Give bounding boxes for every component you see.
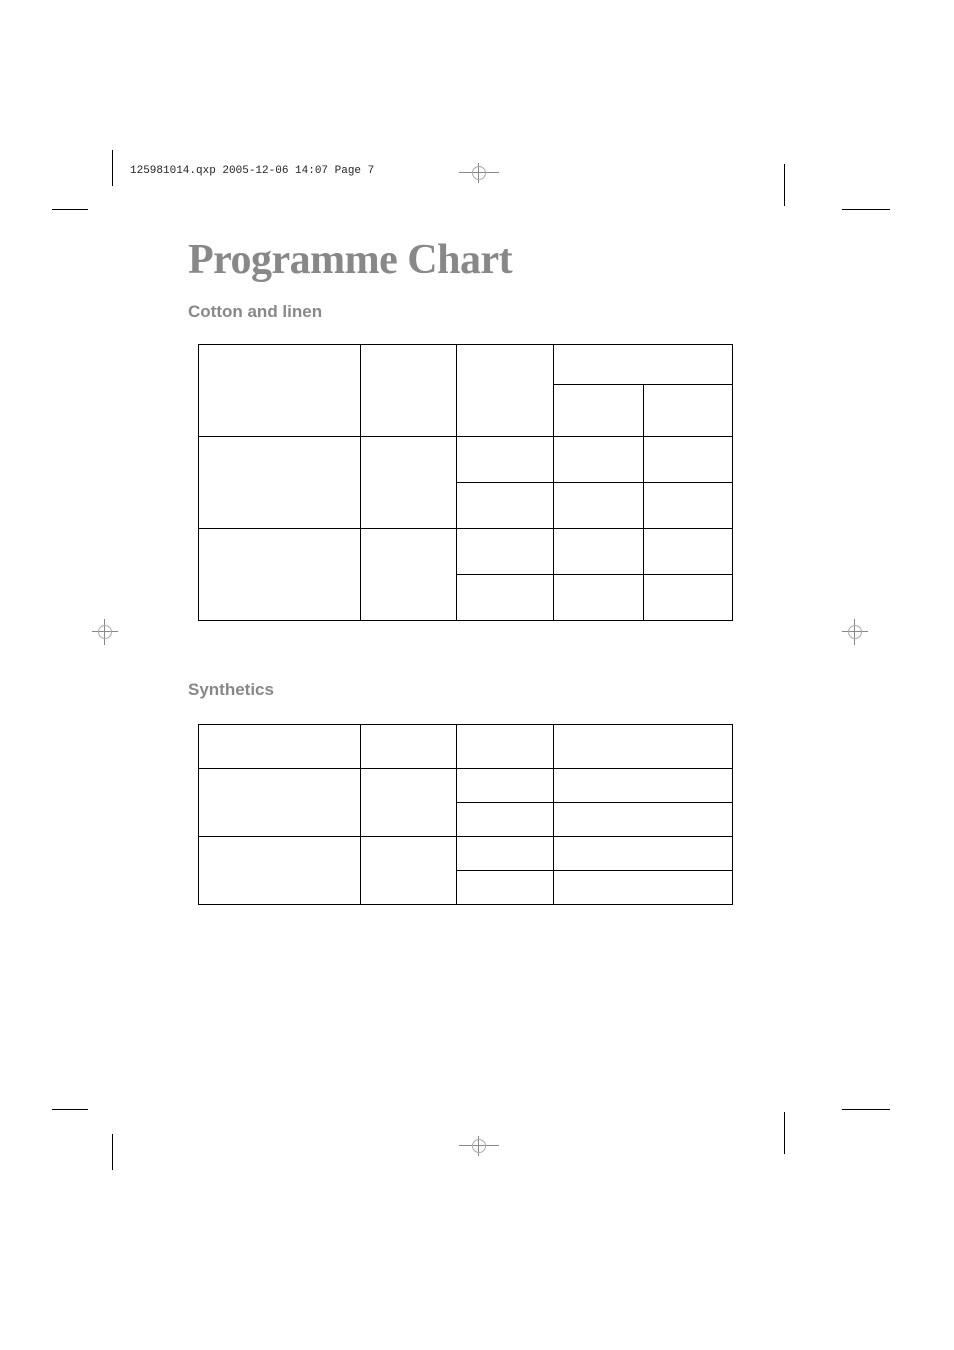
table-cell <box>360 769 456 837</box>
table-cell <box>199 725 361 769</box>
table-cell <box>360 725 456 769</box>
table-cell <box>554 345 733 385</box>
table-cell <box>456 529 554 575</box>
table-cell <box>456 575 554 621</box>
table-cell <box>360 837 456 905</box>
section-heading-synthetics: Synthetics <box>188 680 274 700</box>
table-cell <box>456 769 554 803</box>
table-cell <box>456 803 554 837</box>
table-cell <box>199 437 361 529</box>
table-cell <box>644 385 733 437</box>
table-cell <box>456 437 554 483</box>
registration-mark-icon <box>459 163 499 183</box>
table-cell <box>456 725 554 769</box>
crop-mark <box>112 1134 113 1170</box>
table-cell <box>554 837 733 871</box>
crop-mark <box>842 1109 890 1110</box>
registration-mark-icon <box>842 619 868 645</box>
table-cell <box>456 483 554 529</box>
table-cell <box>554 871 733 905</box>
registration-mark-icon <box>459 1136 499 1156</box>
table-cell <box>199 769 361 837</box>
programme-table-cotton <box>198 344 733 621</box>
table-cell <box>554 803 733 837</box>
table-cell <box>554 385 644 437</box>
print-job-header: 125981014.qxp 2005-12-06 14:07 Page 7 <box>130 165 374 177</box>
table-cell <box>554 725 733 769</box>
crop-mark <box>784 164 785 206</box>
table-cell <box>456 837 554 871</box>
table-cell <box>644 575 733 621</box>
crop-mark <box>112 150 113 186</box>
table-cell <box>644 437 733 483</box>
crop-mark <box>52 1109 88 1110</box>
table-cell <box>199 837 361 905</box>
table-cell <box>554 769 733 803</box>
crop-mark <box>52 209 88 210</box>
crop-mark <box>784 1112 785 1154</box>
page-title: Programme Chart <box>188 236 512 284</box>
table-cell <box>199 345 361 437</box>
table-cell <box>644 483 733 529</box>
table-cell <box>554 575 644 621</box>
section-heading-cotton: Cotton and linen <box>188 302 322 322</box>
table-cell <box>360 529 456 621</box>
table-cell <box>554 483 644 529</box>
table-cell <box>554 437 644 483</box>
table-cell <box>199 529 361 621</box>
table-cell <box>554 529 644 575</box>
registration-mark-icon <box>92 619 118 645</box>
table-cell <box>360 345 456 437</box>
table-cell <box>456 345 554 437</box>
crop-mark <box>842 209 890 210</box>
table-cell <box>456 871 554 905</box>
table-cell <box>644 529 733 575</box>
programme-table-synthetics <box>198 724 733 905</box>
table-cell <box>360 437 456 529</box>
